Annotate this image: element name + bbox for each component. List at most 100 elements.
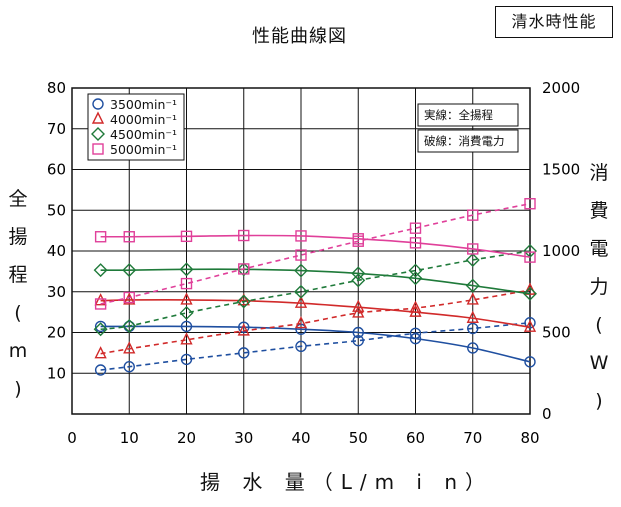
power-point-series-2 <box>236 294 251 309</box>
y-right-tick-label: 500 <box>542 324 571 342</box>
y-right-tick-label: 1500 <box>542 161 580 179</box>
legend-label: 5000min⁻¹ <box>110 142 177 157</box>
y-right-tick-label: 0 <box>542 405 552 423</box>
head-point-series-3 <box>295 230 307 242</box>
head-point-series-0 <box>180 320 193 333</box>
power-point-series-1 <box>523 282 537 295</box>
head-point-series-3 <box>238 229 250 242</box>
power-point-series-2 <box>408 263 423 278</box>
y-right-tick-label: 1000 <box>542 242 580 260</box>
power-point-series-2 <box>179 305 194 320</box>
power-point-series-0 <box>409 327 422 340</box>
line-style-note-box <box>417 129 519 153</box>
power-point-series-3 <box>409 222 422 234</box>
power-point-series-1 <box>94 346 107 359</box>
y-left-tick-label: 60 <box>47 161 66 179</box>
legend-marker <box>92 143 104 155</box>
head-point-series-1 <box>94 293 107 306</box>
x-tick-label: 60 <box>406 429 425 447</box>
power-curve-series-2 <box>100 250 531 331</box>
power-point-series-1 <box>237 323 250 336</box>
head-point-series-2 <box>122 263 137 278</box>
head-point-series-0 <box>352 326 364 339</box>
legend-marker <box>91 127 105 141</box>
power-point-series-3 <box>123 291 135 304</box>
x-tick-label: 70 <box>463 429 482 447</box>
power-point-series-2 <box>465 252 480 267</box>
power-point-series-1 <box>409 300 422 313</box>
head-point-series-1 <box>352 299 365 312</box>
head-point-series-0 <box>94 320 107 333</box>
legend-label: 4000min⁻¹ <box>110 112 177 127</box>
head-point-series-0 <box>524 356 536 368</box>
power-point-series-3 <box>238 263 250 275</box>
y-left-tick-label: 10 <box>47 364 66 382</box>
x-tick-label: 30 <box>234 429 253 447</box>
head-point-series-1 <box>294 295 308 308</box>
power-point-series-2 <box>93 322 108 337</box>
power-point-series-3 <box>180 277 193 290</box>
power-point-series-0 <box>524 317 536 329</box>
head-curve-series-0 <box>100 325 531 363</box>
head-point-series-1 <box>523 319 537 332</box>
power-point-series-1 <box>352 305 365 318</box>
power-point-series-1 <box>466 292 479 305</box>
x-tick-label: 10 <box>120 429 139 447</box>
chart-title: 性能曲線図 <box>252 26 347 47</box>
x-axis-label: 揚 水 量（L/m i n） <box>200 470 494 494</box>
y-left-tick-label: 70 <box>47 120 66 138</box>
power-point-series-0 <box>467 322 479 335</box>
head-point-series-0 <box>238 321 250 333</box>
power-point-series-0 <box>94 364 107 376</box>
power-point-series-3 <box>467 209 479 221</box>
head-point-series-3 <box>94 231 107 243</box>
head-point-series-0 <box>409 332 422 345</box>
y-left-tick-label: 50 <box>47 201 66 219</box>
power-point-series-2 <box>351 273 366 288</box>
line-style-note: 破線：消費電力 <box>424 134 505 148</box>
power-point-series-1 <box>123 341 136 354</box>
head-point-series-2 <box>294 263 308 278</box>
y-left-tick-label: 40 <box>47 242 66 260</box>
y-right-tick-label: 2000 <box>542 79 580 97</box>
power-point-series-1 <box>294 315 308 329</box>
line-style-note-box <box>417 103 519 127</box>
right-axis-label: 消費電力(W) <box>589 162 609 412</box>
x-tick-label: 40 <box>291 429 310 447</box>
power-point-series-3 <box>524 198 536 210</box>
head-point-series-3 <box>123 231 135 243</box>
head-point-series-2 <box>93 263 108 278</box>
power-point-series-3 <box>295 249 307 261</box>
power-curve-series-1 <box>100 289 531 355</box>
head-point-series-2 <box>351 266 366 281</box>
head-curve-series-2 <box>100 268 531 295</box>
power-point-series-0 <box>238 347 250 359</box>
head-point-series-1 <box>123 292 136 305</box>
legend-marker <box>92 98 104 110</box>
head-point-series-1 <box>409 304 422 317</box>
power-point-series-0 <box>295 340 307 353</box>
legend-label: 3500min⁻¹ <box>110 97 177 112</box>
legend-marker <box>91 111 105 124</box>
power-curve-series-0 <box>100 321 531 371</box>
condition-badge: 清水時性能 <box>495 6 613 38</box>
x-tick-label: 20 <box>177 429 196 447</box>
head-point-series-2 <box>408 271 423 286</box>
power-point-series-3 <box>352 235 364 247</box>
y-left-tick-label: 30 <box>47 283 66 301</box>
head-point-series-2 <box>179 262 194 277</box>
head-point-series-2 <box>465 278 480 293</box>
left-axis-label: 全揚程(m) <box>8 188 28 400</box>
head-point-series-0 <box>467 342 479 354</box>
power-point-series-3 <box>94 298 107 310</box>
head-point-series-2 <box>523 286 537 301</box>
x-tick-label: 80 <box>520 429 539 447</box>
power-point-series-2 <box>294 284 308 299</box>
head-curve-series-3 <box>100 234 531 258</box>
head-point-series-1 <box>180 292 193 305</box>
head-curve-series-1 <box>100 298 531 328</box>
x-tick-label: 0 <box>67 429 77 447</box>
head-point-series-2 <box>236 262 251 277</box>
legend-box <box>87 93 185 161</box>
